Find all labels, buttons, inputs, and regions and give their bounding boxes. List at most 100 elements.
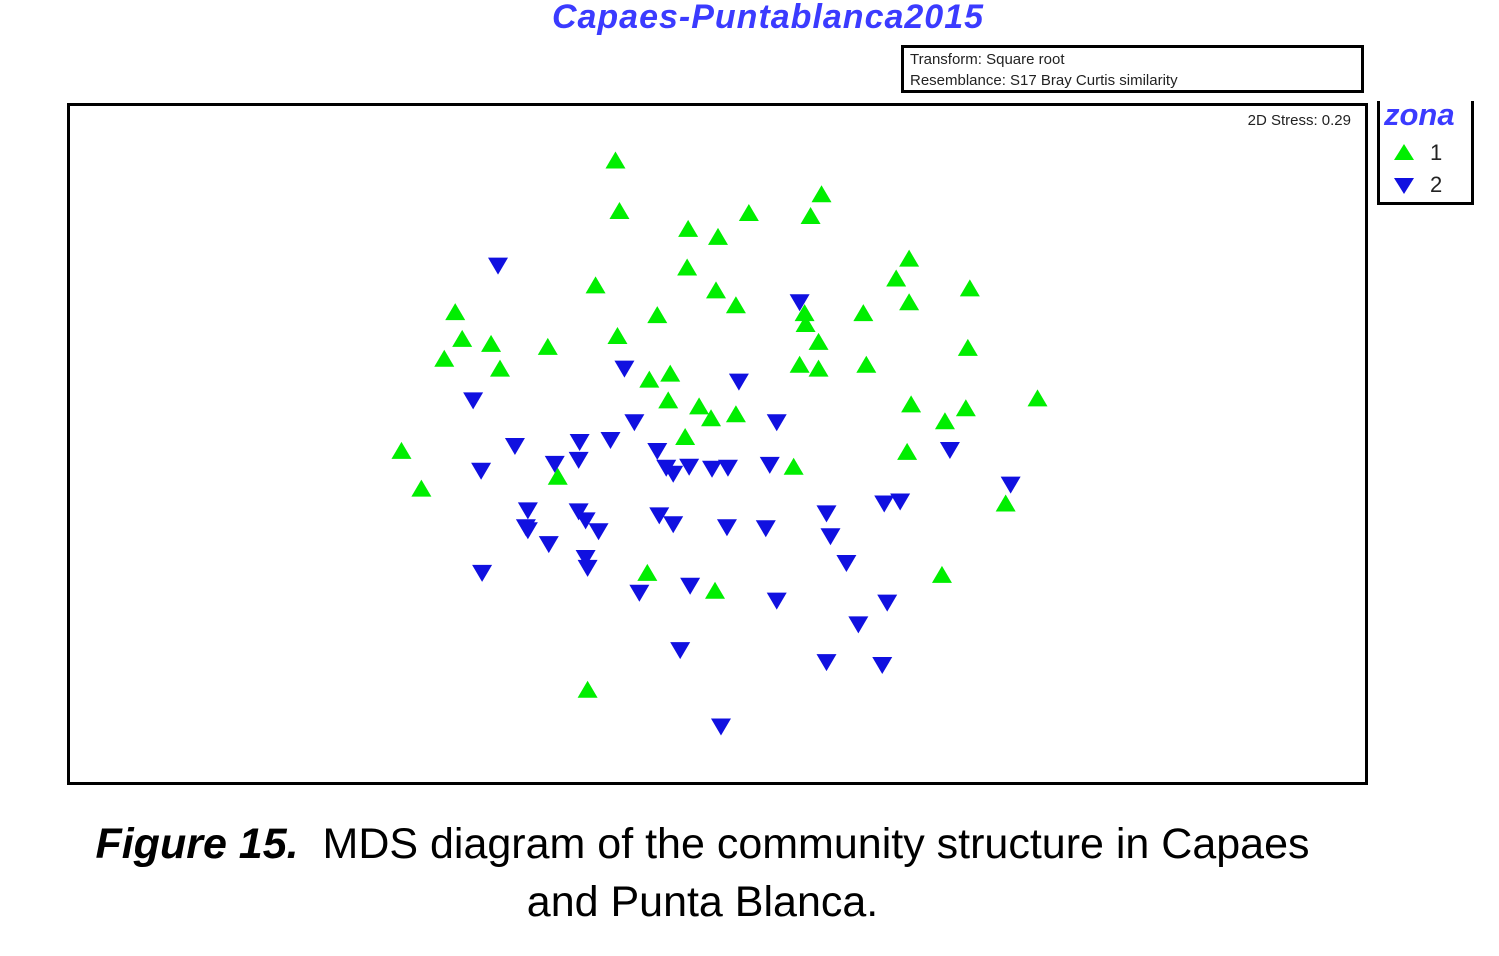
data-point-zona-2: [877, 594, 898, 612]
data-point-zona-2: [702, 460, 723, 478]
data-point-zona-1: [934, 412, 955, 430]
data-point-zona-1: [639, 370, 660, 388]
data-point-zona-1: [609, 202, 630, 220]
data-point-zona-1: [577, 680, 598, 698]
data-point-zona-2: [463, 392, 484, 410]
data-point-zona-1: [931, 565, 952, 583]
data-point-zona-2: [848, 616, 869, 634]
data-point-zona-1: [677, 258, 698, 276]
data-point-zona-2: [717, 459, 738, 477]
triangle-down-icon: [1394, 178, 1414, 194]
data-point-zona-1: [808, 359, 829, 377]
data-point-zona-2: [472, 564, 493, 582]
legend-label-1: 1: [1430, 140, 1443, 165]
data-point-zona-2: [816, 654, 837, 672]
data-point-zona-2: [939, 441, 960, 459]
data-point-zona-1: [783, 457, 804, 475]
data-point-zona-2: [568, 503, 589, 521]
data-point-zona-2: [766, 592, 787, 610]
data-point-zona-1: [901, 395, 922, 413]
data-point-zona-2: [663, 516, 684, 534]
data-point-zona-2: [710, 718, 731, 736]
data-point-zona-1: [547, 467, 568, 485]
data-point-zona-1: [675, 428, 696, 446]
data-point-zona-1: [886, 269, 907, 287]
data-point-zona-1: [605, 151, 626, 169]
figure-caption: Figure 15. MDS diagram of the community …: [0, 815, 1405, 931]
data-point-zona-1: [795, 315, 816, 333]
data-point-zona-2: [568, 451, 589, 469]
data-point-zona-2: [890, 493, 911, 511]
data-point-zona-2: [816, 505, 837, 523]
data-point-zona-1: [660, 364, 681, 382]
data-point-zona-1: [445, 303, 466, 321]
data-point-zona-1: [1027, 389, 1048, 407]
legend-item-zona-2: 2: [1392, 172, 1442, 197]
data-point-zona-2: [575, 512, 596, 530]
data-point-zona-1: [899, 249, 920, 267]
chart-title: Capaes-Puntablanca2015: [551, 0, 985, 36]
data-point-zona-2: [663, 465, 684, 483]
plot-area: 2D Stress: 0.29: [67, 103, 1368, 785]
data-point-zona-2: [679, 458, 700, 476]
data-point-zona-2: [647, 442, 668, 460]
data-point-zona-1: [585, 276, 606, 294]
data-point-zona-2: [1000, 476, 1021, 494]
caption-text-1: MDS diagram of the community structure i…: [322, 820, 1310, 868]
data-point-zona-1: [537, 337, 558, 355]
data-point-zona-1: [678, 219, 699, 237]
data-point-zona-1: [411, 479, 432, 497]
data-point-zona-2: [755, 520, 776, 538]
legend-item-zona-1: 1: [1392, 140, 1443, 165]
data-point-zona-1: [434, 349, 455, 367]
triangle-up-icon: [1394, 144, 1414, 160]
caption-label: Figure 15.: [95, 820, 299, 868]
transform-line: Transform: Square root: [910, 51, 1065, 68]
data-point-zona-2: [728, 373, 749, 391]
data-point-zona-1: [391, 441, 412, 459]
data-point-zona-1: [808, 332, 829, 350]
data-point-zona-1: [689, 397, 710, 415]
data-point-zona-1: [856, 355, 877, 373]
data-point-zona-2: [614, 360, 635, 378]
data-point-zona-1: [794, 304, 815, 322]
data-point-zona-2: [759, 456, 780, 474]
data-point-zona-2: [716, 519, 737, 537]
data-point-zona-2: [766, 414, 787, 432]
data-point-zona-2: [872, 657, 893, 675]
data-point-zona-1: [452, 329, 473, 347]
data-point-zona-1: [701, 409, 722, 427]
data-point-zona-2: [600, 432, 621, 450]
data-point-zona-2: [629, 584, 650, 602]
data-point-zona-2: [515, 519, 536, 537]
transform-info-box: Transform: Square root Resemblance: S17 …: [901, 45, 1364, 93]
scatter-plot: [391, 151, 1048, 736]
data-point-zona-1: [738, 204, 759, 222]
data-point-zona-1: [481, 334, 502, 352]
data-point-zona-1: [897, 442, 918, 460]
data-point-zona-2: [680, 577, 701, 595]
stress-label: 2D Stress: 0.29: [1247, 112, 1351, 129]
resemblance-line: Resemblance: S17 Bray Curtis similarity: [910, 72, 1178, 89]
data-point-zona-1: [995, 494, 1016, 512]
data-point-zona-1: [647, 306, 668, 324]
data-point-zona-1: [811, 185, 832, 203]
data-point-zona-1: [490, 359, 511, 377]
data-point-zona-2: [874, 495, 895, 513]
data-point-zona-2: [836, 554, 857, 572]
data-point-zona-1: [705, 581, 726, 599]
data-point-zona-2: [649, 507, 670, 525]
data-point-zona-1: [853, 304, 874, 322]
data-point-zona-2: [504, 437, 525, 455]
data-point-zona-1: [607, 326, 628, 344]
data-point-zona-2: [488, 257, 509, 275]
data-point-zona-2: [471, 462, 492, 480]
data-point-zona-1: [637, 563, 658, 581]
legend-title: zona: [1384, 97, 1455, 132]
data-point-zona-1: [957, 338, 978, 356]
legend: zona 1 2: [1377, 97, 1474, 205]
data-point-zona-1: [800, 207, 821, 225]
data-point-zona-2: [544, 455, 565, 473]
data-point-zona-1: [725, 296, 746, 314]
caption-line-2: and Punta Blanca.: [526, 878, 879, 926]
